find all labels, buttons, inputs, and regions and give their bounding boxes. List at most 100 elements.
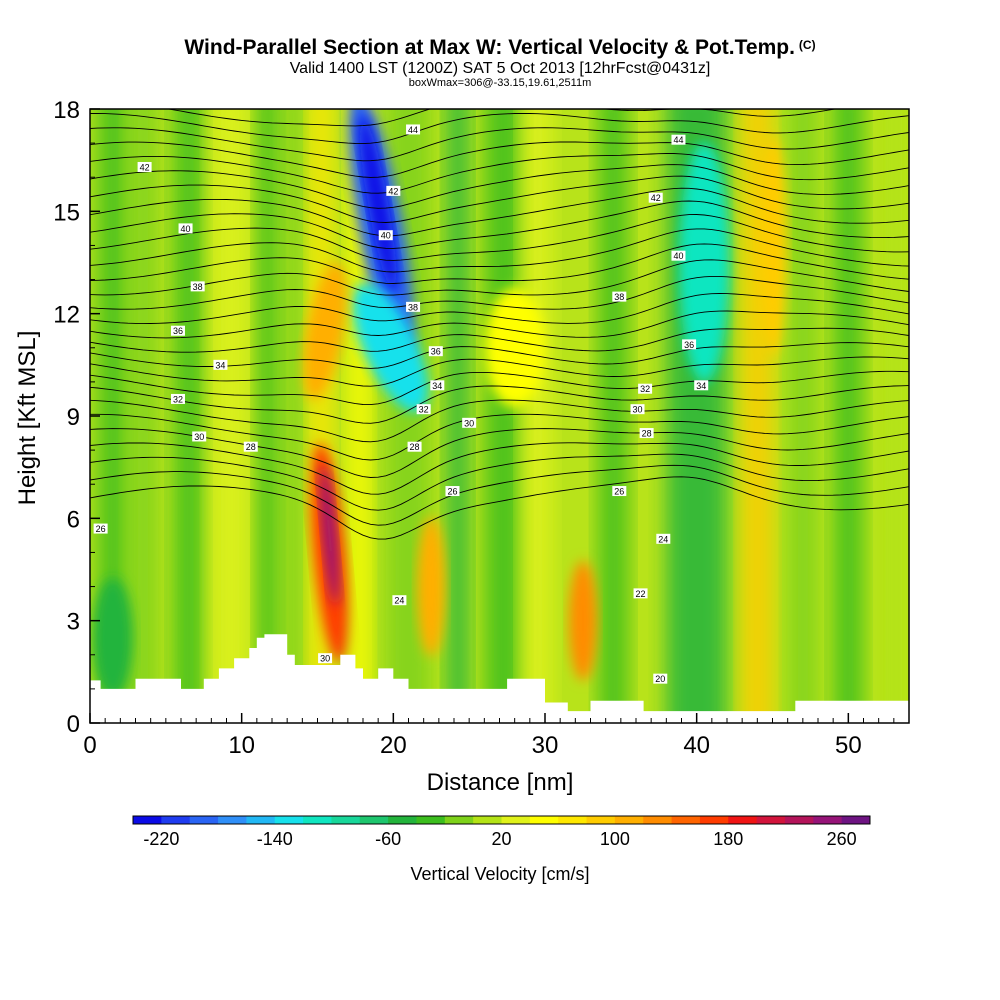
theta-contour-line (90, 259, 909, 296)
theta-label-box (656, 533, 671, 544)
theta-label-box (406, 124, 421, 135)
theta-label-text: 40 (381, 231, 391, 241)
theta-label-box (462, 417, 477, 428)
theta-label-box (137, 161, 152, 172)
theta-label-box (406, 301, 421, 312)
theta-label-text: 34 (696, 381, 706, 391)
theta-label-box (192, 431, 207, 442)
colorbar-swatch (416, 816, 446, 824)
colorbar-swatch (501, 816, 531, 824)
theta-label: 42 (648, 192, 663, 203)
velocity-band (522, 109, 553, 723)
x-tick-label: 10 (228, 732, 255, 759)
theta-label: 38 (406, 301, 421, 312)
theta-label-text: 38 (193, 282, 203, 292)
theta-label: 36 (170, 325, 185, 336)
colorbar-swatch (359, 816, 389, 824)
colorbar-swatch (473, 816, 502, 824)
theta-contour-line (90, 442, 909, 495)
x-tick-label: 50 (835, 732, 862, 759)
theta-label-text: 28 (410, 442, 420, 452)
theta-label-box (612, 291, 627, 302)
theta-label-text: 36 (684, 340, 694, 350)
theta-label-text: 26 (96, 524, 106, 534)
colorbar-tick-label: -140 (257, 829, 293, 849)
theta-label-box (633, 588, 648, 599)
theta-label-text: 30 (194, 432, 204, 442)
theta-label: 38 (612, 291, 627, 302)
colorbar-label: Vertical Velocity [cm/s] (410, 864, 589, 884)
colorbar-swatch (189, 816, 219, 824)
theta-label: 30 (630, 404, 645, 415)
velocity-cell (320, 465, 339, 606)
theta-contour-line (90, 153, 909, 194)
velocity-cell (568, 560, 597, 681)
colorbar-swatch (699, 816, 729, 824)
theta-label: 36 (428, 346, 443, 357)
theta-contours (90, 109, 909, 540)
theta-label-text: 20 (655, 674, 665, 684)
theta-contour-line (90, 141, 909, 178)
theta-label-text: 32 (640, 384, 650, 394)
y-tick-label: 6 (67, 506, 80, 533)
theta-label-text: 22 (636, 589, 646, 599)
y-tick-label: 0 (67, 711, 80, 738)
chart-title-text: Wind-Parallel Section at Max W: Vertical… (184, 36, 795, 59)
theta-label-box (445, 486, 460, 497)
colorbar-tick-label: -60 (375, 829, 401, 849)
velocity-band (833, 109, 864, 723)
y-axis-label: Height [Kft MSL] (14, 331, 41, 506)
x-axis: 0 10 20 30 40 50 (83, 713, 895, 759)
theta-label: 42 (137, 161, 152, 172)
velocity-band (279, 109, 303, 723)
theta-label-text: 24 (658, 534, 668, 544)
theta-label-text: 38 (408, 302, 418, 312)
theta-label: 40 (178, 223, 193, 234)
theta-label-box (386, 185, 401, 196)
theta-label-text: 28 (642, 429, 652, 439)
theta-label-text: 34 (432, 381, 442, 391)
theta-label: 40 (378, 230, 393, 241)
theta-label-text: 26 (614, 487, 624, 497)
x-axis-label: Distance [nm] (427, 769, 574, 796)
colorbar-swatch (728, 816, 758, 824)
theta-contour-line (90, 112, 909, 145)
colorbar-swatch (133, 816, 162, 824)
y-axis: 0 3 6 9 12 15 18 (53, 97, 100, 738)
theta-label: 40 (671, 250, 686, 261)
colorbar-tick-label: 260 (827, 829, 857, 849)
theta-contour-line (90, 293, 909, 325)
colorbar-swatch (558, 816, 588, 824)
theta-label: 20 (653, 673, 668, 684)
theta-contour-line (90, 200, 909, 249)
theta-label-box (639, 428, 654, 439)
theta-label-box (671, 134, 686, 145)
theta-label-box (318, 653, 333, 664)
colorbar-swatch (303, 816, 332, 824)
theta-label: 28 (243, 441, 258, 452)
theta-label: 42 (386, 185, 401, 196)
chart-title: Wind-Parallel Section at Max W: Vertical… (0, 36, 1000, 60)
theta-label: 26 (93, 523, 108, 534)
theta-label-box (378, 230, 393, 241)
velocity-band (347, 109, 371, 723)
theta-contour-line (166, 109, 838, 127)
colorbar-swatch (784, 816, 814, 824)
velocity-band (446, 109, 470, 723)
theta-contour-line (90, 275, 909, 310)
theta-label-text: 32 (419, 405, 429, 415)
theta-label-box (416, 404, 431, 415)
terrain-mask (90, 634, 909, 723)
colorbar-tick-label: 100 (600, 829, 630, 849)
colorbar-swatch (643, 816, 673, 824)
theta-label: 26 (612, 486, 627, 497)
theta-label-box (407, 441, 422, 452)
colorbar: -220 -140 -60 20 100 180 260 (132, 815, 871, 849)
velocity-cell (679, 142, 730, 383)
colorbar-tick-label: 20 (491, 829, 511, 849)
theta-label-box (682, 339, 697, 350)
theta-label-box (428, 346, 443, 357)
theta-label: 32 (170, 393, 185, 404)
theta-contour-line (90, 175, 909, 223)
